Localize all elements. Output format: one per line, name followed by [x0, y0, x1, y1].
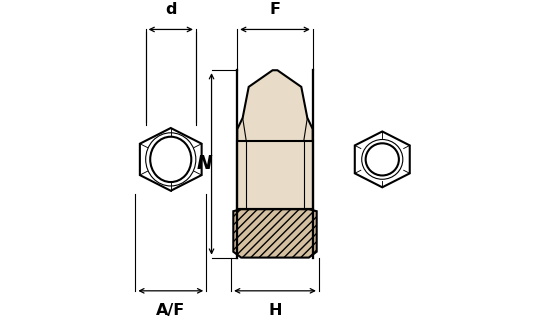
Text: F: F	[270, 2, 280, 17]
Text: N: N	[196, 155, 212, 173]
Text: A/F: A/F	[156, 303, 185, 318]
Polygon shape	[233, 209, 317, 258]
Text: H: H	[268, 303, 282, 318]
Polygon shape	[237, 141, 313, 209]
Polygon shape	[237, 70, 313, 141]
Text: d: d	[165, 2, 177, 17]
